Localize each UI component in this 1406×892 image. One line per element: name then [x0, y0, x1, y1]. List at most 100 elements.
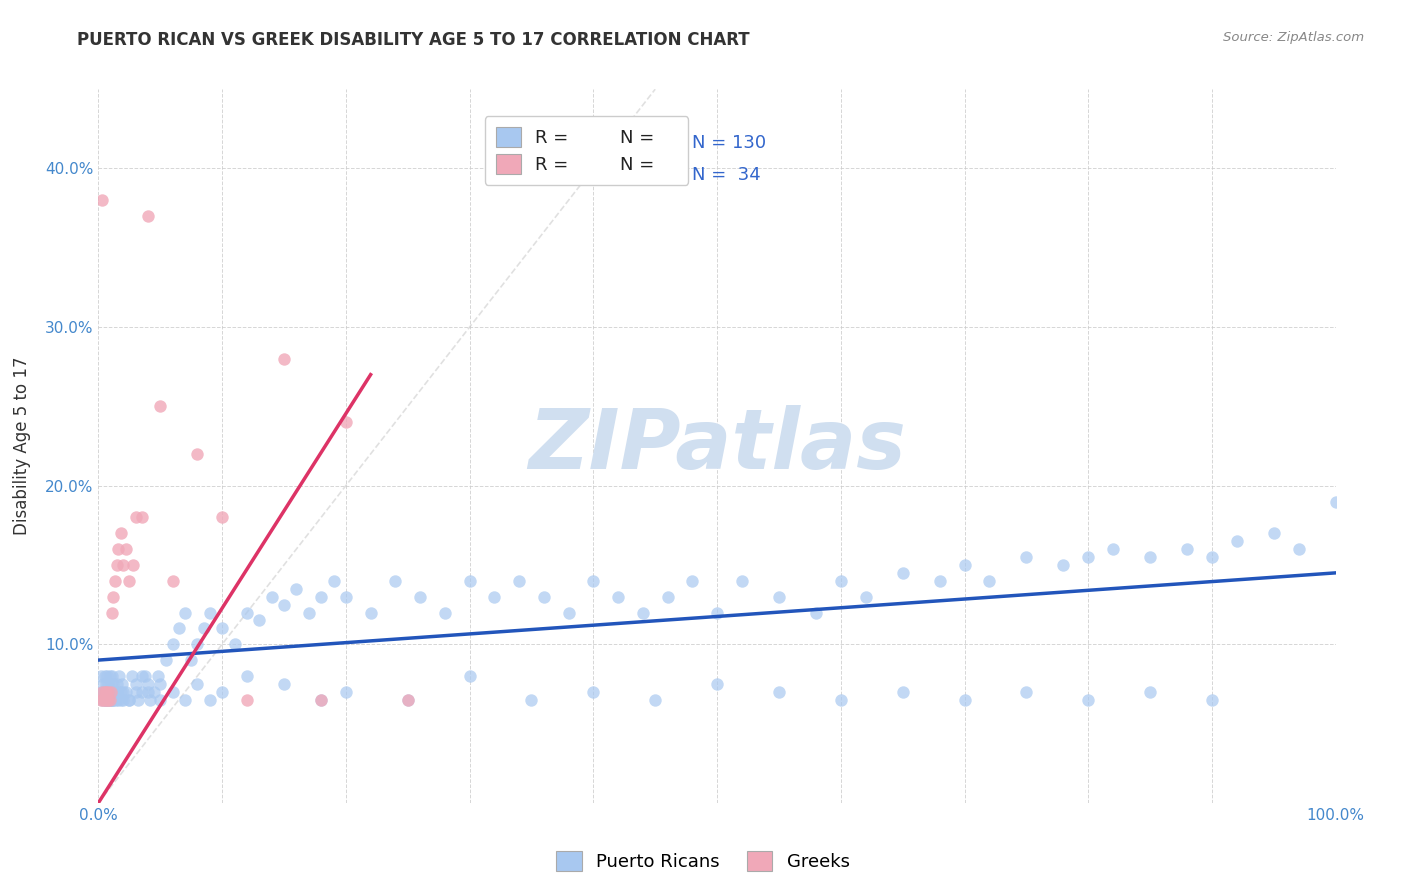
Point — [136, 685, 159, 699]
Point — [110, 692, 132, 706]
Point — [273, 598, 295, 612]
Point — [131, 669, 153, 683]
Point — [100, 685, 122, 699]
Point — [557, 606, 579, 620]
Point — [103, 692, 125, 706]
Point — [162, 685, 184, 699]
Point — [706, 606, 728, 620]
Point — [131, 685, 153, 699]
Point — [91, 685, 114, 699]
Point — [105, 685, 128, 699]
Point — [93, 692, 115, 706]
Point — [1077, 692, 1099, 706]
Point — [94, 685, 117, 699]
Point — [124, 510, 146, 524]
Point — [111, 677, 134, 691]
Point — [285, 582, 308, 596]
Point — [830, 574, 852, 588]
Legend: Puerto Ricans, Greeks: Puerto Ricans, Greeks — [550, 844, 856, 879]
Point — [103, 574, 125, 588]
Point — [97, 692, 120, 706]
Text: 0.530: 0.530 — [547, 166, 598, 184]
Point — [928, 574, 950, 588]
Point — [96, 692, 118, 706]
Point — [1263, 526, 1285, 541]
Point — [1139, 549, 1161, 564]
Point — [127, 692, 149, 706]
Point — [186, 677, 208, 691]
Point — [433, 606, 456, 620]
Point — [118, 692, 141, 706]
Point — [122, 558, 145, 572]
Point — [309, 590, 332, 604]
Point — [273, 351, 295, 366]
Point — [108, 669, 131, 683]
Point — [953, 558, 976, 572]
Point — [1139, 685, 1161, 699]
Point — [143, 685, 166, 699]
Point — [101, 669, 124, 683]
Legend: R =         N =    , R =         N =   : R = N = , R = N = — [485, 116, 689, 185]
Point — [1201, 549, 1223, 564]
Point — [855, 590, 877, 604]
Point — [97, 685, 120, 699]
Point — [107, 542, 129, 557]
Point — [103, 677, 125, 691]
Text: Source: ZipAtlas.com: Source: ZipAtlas.com — [1223, 31, 1364, 45]
Point — [93, 685, 115, 699]
Point — [162, 574, 184, 588]
Point — [93, 677, 115, 691]
Point — [335, 685, 357, 699]
Point — [458, 574, 481, 588]
Point — [104, 692, 127, 706]
Point — [309, 692, 332, 706]
Point — [891, 566, 914, 580]
Point — [91, 193, 114, 207]
Point — [384, 574, 406, 588]
Point — [236, 692, 259, 706]
Point — [90, 692, 112, 706]
Point — [360, 606, 382, 620]
Point — [582, 574, 605, 588]
Point — [93, 669, 115, 683]
Point — [260, 590, 283, 604]
Point — [114, 685, 136, 699]
Point — [484, 590, 506, 604]
Point — [136, 677, 159, 691]
Point — [121, 669, 143, 683]
Text: ZIPatlas: ZIPatlas — [529, 406, 905, 486]
Point — [139, 692, 162, 706]
Point — [105, 677, 128, 691]
Point — [103, 685, 125, 699]
Point — [98, 692, 121, 706]
Point — [101, 692, 124, 706]
Point — [112, 558, 135, 572]
Point — [103, 692, 125, 706]
Point — [91, 692, 114, 706]
Point — [396, 692, 419, 706]
Point — [804, 606, 827, 620]
Point — [198, 606, 221, 620]
Point — [607, 590, 630, 604]
Point — [644, 692, 666, 706]
Point — [94, 685, 117, 699]
Point — [134, 669, 156, 683]
Point — [90, 669, 112, 683]
Point — [93, 692, 115, 706]
Point — [110, 526, 132, 541]
Point — [97, 685, 120, 699]
Point — [100, 685, 122, 699]
Point — [1052, 558, 1074, 572]
Point — [1077, 549, 1099, 564]
Point — [631, 606, 654, 620]
Point — [953, 692, 976, 706]
Point — [458, 669, 481, 683]
Point — [96, 669, 118, 683]
Point — [112, 685, 135, 699]
Point — [107, 692, 129, 706]
Point — [100, 677, 122, 691]
Point — [193, 621, 215, 635]
Point — [768, 590, 790, 604]
Point — [180, 653, 202, 667]
Point — [149, 400, 172, 414]
